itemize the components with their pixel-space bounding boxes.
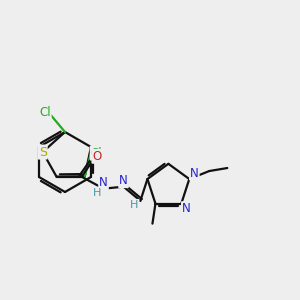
Text: S: S: [39, 146, 47, 159]
Text: N: N: [182, 202, 191, 215]
Text: Cl: Cl: [91, 147, 102, 160]
Text: O: O: [92, 150, 102, 163]
Text: N: N: [190, 167, 199, 179]
Text: H: H: [130, 200, 139, 210]
Text: Cl: Cl: [39, 106, 51, 118]
Text: N: N: [119, 174, 128, 187]
Text: H: H: [93, 188, 102, 198]
Text: N: N: [99, 176, 108, 189]
